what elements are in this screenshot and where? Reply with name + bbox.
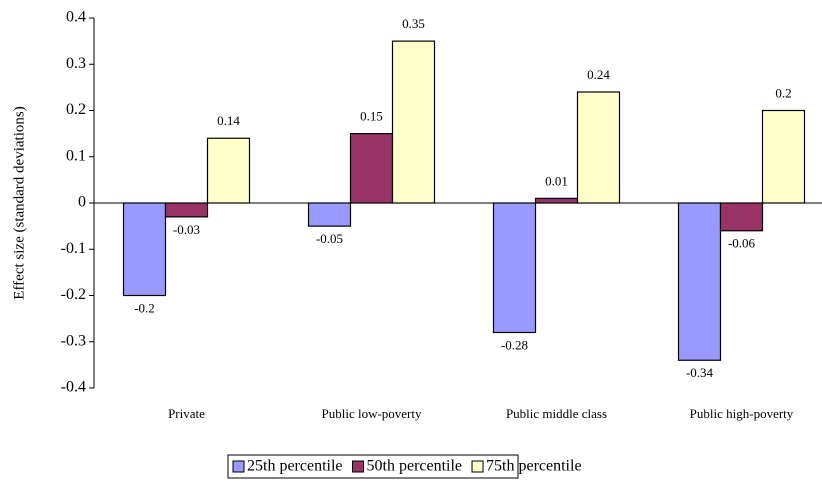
y-tick-label: 0.3 xyxy=(66,55,86,72)
bar xyxy=(206,137,251,204)
legend-swatch xyxy=(471,460,484,473)
value-label: 0.14 xyxy=(217,113,240,128)
value-label: -0.34 xyxy=(686,365,714,380)
y-tick-label: -0.2 xyxy=(61,286,86,303)
value-label: -0.28 xyxy=(501,337,528,352)
value-label: 0.15 xyxy=(360,109,383,124)
bar xyxy=(391,40,436,204)
bar xyxy=(164,202,209,218)
legend-swatch xyxy=(352,460,365,473)
value-label: 0.01 xyxy=(545,173,568,188)
value-label: -0.06 xyxy=(728,236,756,251)
bar xyxy=(349,133,394,204)
x-tick-label: Public high-poverty xyxy=(690,406,794,421)
x-tick-label: Private xyxy=(168,406,205,421)
bar xyxy=(761,109,806,204)
legend-label: 75th percentile xyxy=(486,458,582,475)
legend-swatch xyxy=(232,460,245,473)
bar xyxy=(677,202,722,361)
bar xyxy=(307,202,352,227)
bar xyxy=(719,202,764,232)
x-tick-label: Public middle class xyxy=(506,406,607,421)
y-tick-label: -0.1 xyxy=(61,240,86,257)
value-label: 0.35 xyxy=(402,16,425,31)
legend-box xyxy=(227,454,519,479)
y-tick-label: 0 xyxy=(78,194,86,211)
y-axis-title: Effect size (standard deviations) xyxy=(11,106,27,299)
y-tick-label: 0.1 xyxy=(66,147,86,164)
legend-label: 25th percentile xyxy=(247,458,343,475)
bar xyxy=(534,197,579,204)
y-tick-label: 0.2 xyxy=(66,101,86,118)
y-tick-label: -0.3 xyxy=(61,332,86,349)
bar xyxy=(122,202,167,297)
legend-label: 50th percentile xyxy=(367,458,463,475)
value-label: -0.05 xyxy=(316,231,343,246)
value-label: -0.2 xyxy=(134,300,155,315)
y-tick-label: -0.4 xyxy=(61,379,86,396)
bar xyxy=(576,91,621,204)
x-tick-label: Public low-poverty xyxy=(321,406,422,421)
bar xyxy=(492,202,537,334)
value-label: 0.2 xyxy=(775,85,791,100)
value-label: 0.24 xyxy=(587,67,610,82)
y-tick-label: 0.4 xyxy=(66,9,86,26)
value-label: -0.03 xyxy=(173,222,200,237)
